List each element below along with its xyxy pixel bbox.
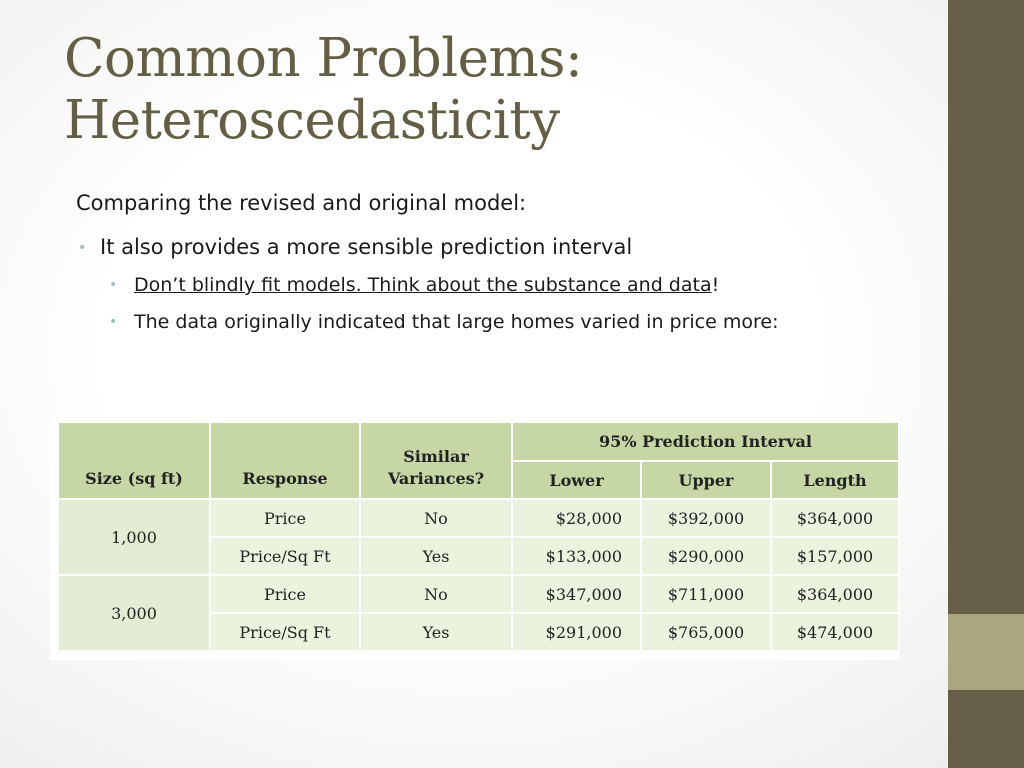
- header-size: Size (sq ft): [57, 421, 211, 500]
- cell-upper: $765,000: [640, 612, 772, 652]
- title-line-1: Common Problems:: [64, 28, 583, 89]
- cell-similar: No: [359, 498, 513, 538]
- cell-response: Price: [209, 498, 361, 538]
- intro-text: Comparing the revised and original model…: [76, 191, 527, 215]
- header-upper: Upper: [640, 460, 772, 500]
- table-row: 1,000 Price No $28,000 $392,000 $364,000: [57, 498, 900, 576]
- advice-exclamation: !: [711, 274, 720, 296]
- header-length: Length: [770, 460, 900, 500]
- header-prediction-interval: 95% Prediction Interval: [511, 421, 900, 462]
- bullet-dot-icon: •: [109, 314, 118, 330]
- cell-size: 1,000: [57, 498, 211, 576]
- table-row: Price/Sq Ft Yes $133,000 $290,000 $157,0…: [58, 536, 900, 576]
- cell-lower: $133,000: [511, 536, 642, 576]
- cell-lower: $28,000: [511, 498, 642, 538]
- bullet-level1: • It also provides a more sensible predi…: [76, 232, 936, 262]
- cell-similar: Yes: [359, 536, 513, 576]
- cell-similar: No: [359, 574, 513, 614]
- slide-body: Comparing the revised and original model…: [76, 188, 936, 346]
- bullet-dot-icon: •: [109, 277, 118, 293]
- title-line-2: Heteroscedasticity: [64, 90, 560, 151]
- header-similar-variances: Similar Variances?: [359, 421, 513, 500]
- bullet-level2-first: • Don’t blindly fit models. Think about …: [109, 272, 864, 299]
- header-lower: Lower: [511, 460, 642, 500]
- cell-upper: $711,000: [640, 574, 772, 614]
- cell-response: Price: [209, 574, 361, 614]
- cell-upper: $392,000: [640, 498, 772, 538]
- table-container: Size (sq ft) Response Similar Variances?…: [50, 416, 900, 660]
- cell-lower: $291,000: [511, 612, 642, 652]
- prediction-interval-table: Size (sq ft) Response Similar Variances?…: [57, 421, 900, 652]
- slide-title: Common Problems: Heteroscedasticity: [64, 28, 924, 152]
- underlined-advice-text: Don’t blindly fit models. Think about th…: [134, 274, 712, 296]
- table-row: Price/Sq Ft Yes $291,000 $765,000 $474,0…: [58, 612, 900, 652]
- cell-response: Price/Sq Ft: [209, 612, 361, 652]
- bullet-level2-second: • The data originally indicated that lar…: [109, 309, 864, 336]
- cell-size: 3,000: [57, 574, 211, 652]
- cell-lower: $347,000: [511, 574, 642, 614]
- cell-length: $474,000: [770, 612, 900, 652]
- cell-length: $364,000: [770, 498, 900, 538]
- header-response: Response: [209, 421, 361, 500]
- cell-response: Price/Sq Ft: [209, 536, 361, 576]
- table-row: 3,000 Price No $347,000 $711,000 $364,00…: [57, 574, 900, 652]
- cell-length: $364,000: [770, 574, 900, 614]
- cell-similar: Yes: [359, 612, 513, 652]
- cell-length: $157,000: [770, 536, 900, 576]
- bullet-dot-icon: •: [78, 240, 87, 256]
- bullet-level1-text: It also provides a more sensible predict…: [100, 235, 633, 259]
- sidebar-accent-block: [948, 614, 1024, 690]
- bullet-level2-second-text: The data originally indicated that large…: [134, 311, 779, 333]
- cell-upper: $290,000: [640, 536, 772, 576]
